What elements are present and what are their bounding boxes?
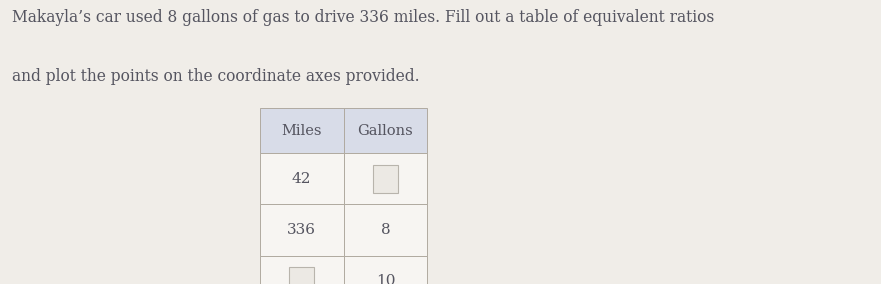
Bar — [344, 153, 427, 204]
Bar — [374, 165, 398, 193]
Bar — [289, 267, 314, 284]
Bar — [260, 256, 344, 284]
Bar — [260, 108, 344, 153]
Bar — [260, 153, 344, 204]
Text: 8: 8 — [381, 223, 390, 237]
Text: Miles: Miles — [282, 124, 322, 138]
Text: Gallons: Gallons — [358, 124, 413, 138]
Bar — [344, 204, 427, 256]
Bar — [344, 108, 427, 153]
Text: and plot the points on the coordinate axes provided.: and plot the points on the coordinate ax… — [12, 68, 420, 85]
Text: 42: 42 — [292, 172, 312, 186]
Text: 336: 336 — [287, 223, 316, 237]
Bar — [344, 256, 427, 284]
Text: Makayla’s car used 8 gallons of gas to drive 336 miles. Fill out a table of equi: Makayla’s car used 8 gallons of gas to d… — [12, 9, 714, 26]
Text: 10: 10 — [375, 274, 396, 284]
Bar — [260, 204, 344, 256]
